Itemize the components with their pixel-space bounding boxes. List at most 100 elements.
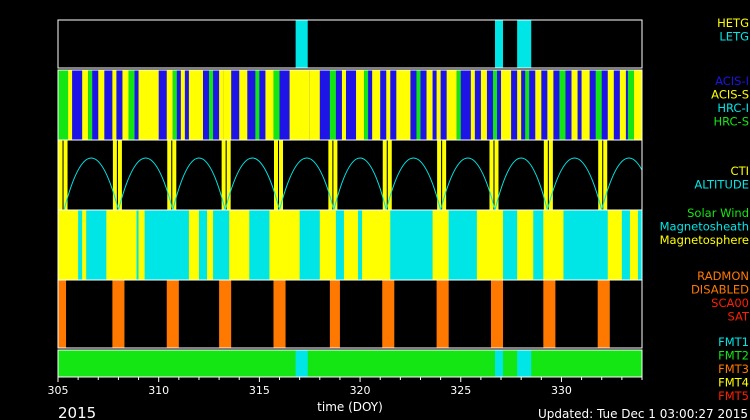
panel-instrument bbox=[57, 69, 643, 141]
timeline-segment bbox=[166, 280, 179, 348]
timeline-segment bbox=[329, 280, 340, 348]
timeline-segment bbox=[255, 70, 260, 140]
timeline-segment bbox=[122, 70, 129, 140]
cti-bar bbox=[603, 140, 608, 210]
timeline-segment bbox=[517, 70, 522, 140]
altitude-arc bbox=[601, 157, 642, 210]
cti-bar bbox=[548, 140, 553, 210]
timeline-segment bbox=[492, 70, 498, 140]
timeline-segment bbox=[289, 70, 310, 140]
timeline-segment bbox=[209, 70, 214, 140]
timeline-segment bbox=[372, 70, 381, 140]
legend-altitude: ALTITUDE bbox=[694, 178, 749, 192]
timeline-segment bbox=[249, 210, 270, 280]
timeline-segment bbox=[581, 70, 590, 140]
timeline-segment bbox=[436, 280, 449, 348]
timeline-segment bbox=[517, 350, 532, 377]
cti-bar bbox=[489, 140, 494, 210]
legend-magnetosphere: Magnetosphere bbox=[660, 233, 749, 247]
timeline-segment bbox=[525, 70, 530, 140]
timeline-segment bbox=[68, 70, 73, 140]
panel-background bbox=[58, 350, 642, 377]
timeline-segment bbox=[138, 70, 159, 140]
timeline-segment bbox=[335, 210, 344, 280]
year-label: 2015 bbox=[58, 404, 96, 420]
cti-bar bbox=[117, 140, 122, 210]
legend-acis-i: ACIS-I bbox=[715, 74, 749, 88]
panel-altitude bbox=[57, 139, 643, 211]
cti-bar bbox=[58, 140, 63, 210]
legend-disabled: DISABLED bbox=[691, 283, 749, 297]
timeline-segment bbox=[86, 210, 107, 280]
timeline-segment bbox=[364, 70, 369, 140]
timeline-segment bbox=[571, 70, 578, 140]
altitude-arc bbox=[279, 157, 335, 210]
x-axis-label: time (DOY) bbox=[317, 400, 383, 414]
timeline-segment bbox=[535, 70, 542, 140]
timeline-segment bbox=[533, 210, 544, 280]
timeline-segment bbox=[543, 280, 556, 348]
cti-bar bbox=[279, 140, 284, 210]
cti-bar bbox=[437, 140, 442, 210]
cti-bar bbox=[172, 140, 177, 210]
timeline-segment bbox=[547, 70, 554, 140]
timeline-segment bbox=[396, 70, 411, 140]
legend-acis-s: ACIS-S bbox=[711, 88, 749, 102]
cti-bar bbox=[543, 140, 548, 210]
x-tick-label: 320 bbox=[350, 384, 371, 397]
timeline-segment bbox=[136, 210, 139, 280]
legend-cti: CTI bbox=[731, 164, 749, 178]
timeline-segment bbox=[416, 70, 421, 140]
legend-sat: SAT bbox=[727, 310, 749, 324]
x-axis: 305 310 315 320 325 330 bbox=[48, 376, 643, 397]
altitude-arc bbox=[494, 157, 548, 210]
timeline-segment bbox=[58, 280, 67, 348]
cti-bar bbox=[63, 140, 68, 210]
timeline-segment bbox=[265, 70, 274, 140]
legend-magnetosheath: Magnetosheath bbox=[660, 220, 749, 234]
timeline-segment bbox=[172, 70, 177, 140]
cti-bar bbox=[442, 140, 447, 210]
cti-bar bbox=[167, 140, 172, 210]
timeline-segment bbox=[82, 70, 89, 140]
x-tick-label: 325 bbox=[450, 384, 471, 397]
timeline-segment bbox=[595, 70, 602, 140]
timeline-segment bbox=[213, 210, 230, 280]
x-tick-label: 330 bbox=[551, 384, 572, 397]
legend-solar-wind: Solar Wind bbox=[687, 206, 749, 220]
cti-bar bbox=[112, 140, 117, 210]
altitude-arc bbox=[63, 157, 119, 210]
updated-timestamp: Updated: Tue Dec 1 03:00:27 2015 bbox=[538, 407, 748, 420]
legend-hetg: HETG bbox=[717, 16, 749, 30]
legend-hrc-i: HRC-I bbox=[717, 101, 749, 115]
timeline-segment bbox=[597, 280, 610, 348]
timeline-segment bbox=[309, 70, 320, 140]
timeline-segment bbox=[198, 210, 208, 280]
altitude-arc bbox=[117, 157, 174, 210]
panel-background bbox=[58, 140, 642, 210]
timeline-segment bbox=[273, 70, 280, 140]
cti-bar bbox=[382, 140, 387, 210]
altitude-arc bbox=[224, 157, 281, 210]
timeline-segment bbox=[358, 210, 363, 280]
timeline-segment bbox=[188, 70, 203, 140]
timeline-segment bbox=[426, 70, 433, 140]
timeline-segment bbox=[446, 70, 457, 140]
timeline-segment bbox=[88, 70, 93, 140]
timeline-segment bbox=[637, 210, 642, 280]
timeline-segment bbox=[494, 350, 504, 377]
timeline-segment bbox=[295, 350, 308, 377]
x-tick-label: 305 bbox=[48, 384, 69, 397]
timeline-segment bbox=[390, 210, 433, 280]
timeline-segment bbox=[112, 70, 117, 140]
cti-bar bbox=[226, 140, 231, 210]
timeline-segment bbox=[386, 70, 391, 140]
timeline-segment bbox=[329, 70, 336, 140]
legend-fmt1: FMT1 bbox=[718, 335, 749, 349]
cti-bar bbox=[598, 140, 603, 210]
panel-background bbox=[58, 20, 642, 68]
timeline-segment bbox=[78, 210, 83, 280]
timeline-segment bbox=[559, 70, 566, 140]
timeline-segment bbox=[621, 210, 630, 280]
